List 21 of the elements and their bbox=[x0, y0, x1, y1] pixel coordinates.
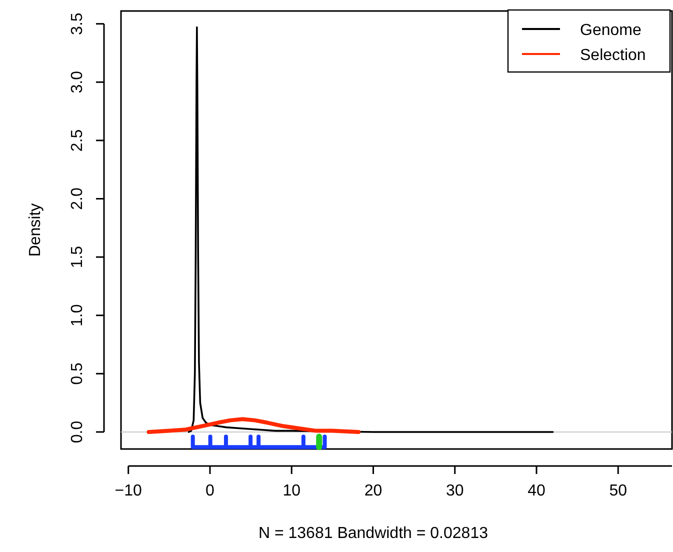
x-tick-label: 0 bbox=[206, 482, 215, 500]
x-tick-label: −10 bbox=[114, 482, 142, 500]
x-tick-label: 20 bbox=[364, 482, 382, 500]
x-axis-title: N = 13681 Bandwidth = 0.02813 bbox=[258, 525, 488, 542]
y-tick-label: 3.0 bbox=[69, 70, 86, 94]
x-tick-label: 40 bbox=[528, 482, 546, 500]
y-tick-label: 2.0 bbox=[69, 188, 86, 210]
x-tick-label: 50 bbox=[609, 482, 628, 500]
y-tick-label: 0.5 bbox=[69, 362, 86, 385]
legend-label: Genome bbox=[580, 22, 642, 39]
y-tick-label: 0.0 bbox=[69, 420, 86, 444]
y-tick-label: 3.5 bbox=[69, 12, 86, 35]
legend-label: Selection bbox=[580, 47, 646, 64]
line-series bbox=[188, 26, 554, 433]
x-tick-label: 10 bbox=[282, 482, 301, 500]
x-tick-label: 30 bbox=[446, 482, 464, 500]
y-axis-title: Density bbox=[27, 203, 44, 257]
line-series bbox=[146, 417, 361, 434]
y-tick-label: 1.5 bbox=[69, 246, 86, 268]
y-tick-label: 1.0 bbox=[69, 304, 86, 326]
y-tick-label: 2.5 bbox=[69, 129, 86, 152]
